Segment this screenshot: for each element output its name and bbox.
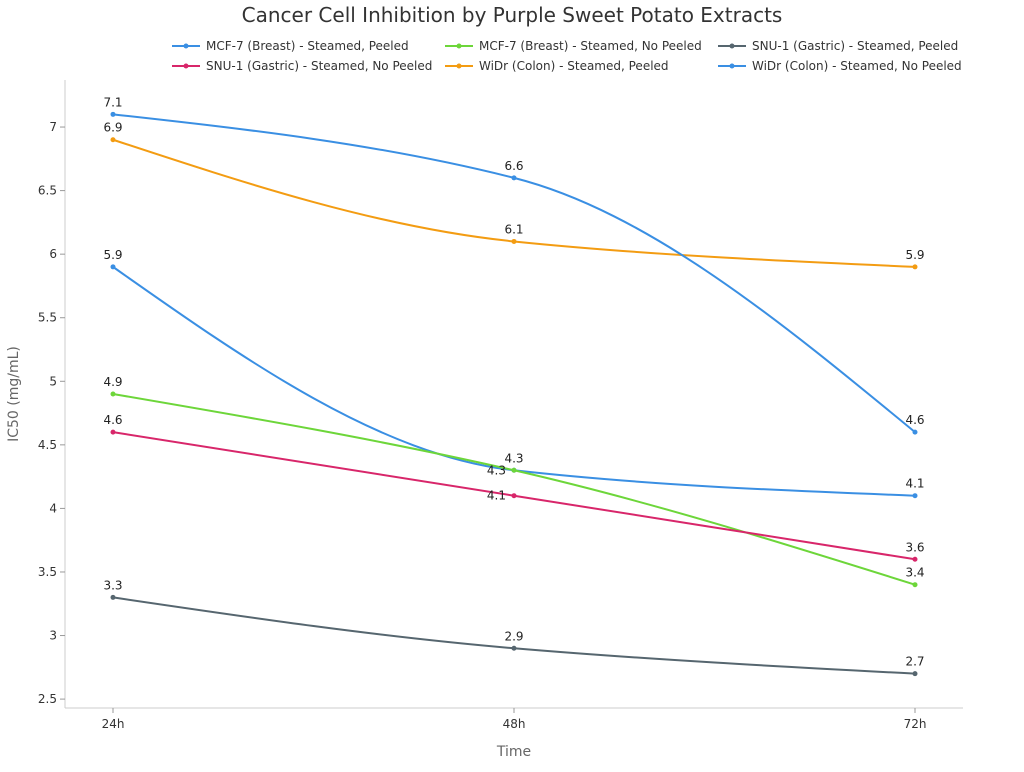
data-label: 4.6 bbox=[905, 413, 924, 427]
data-point bbox=[912, 264, 918, 270]
legend-label: SNU-1 (Gastric) - Steamed, Peeled bbox=[752, 39, 958, 53]
y-tick-label: 3 bbox=[49, 629, 57, 643]
data-point bbox=[511, 238, 517, 244]
legend-label: WiDr (Colon) - Steamed, No Peeled bbox=[752, 59, 962, 73]
series-2: 3.3 2.9 2.7 bbox=[103, 578, 925, 677]
series-1: 4.9 4.3 3.4 bbox=[103, 375, 925, 588]
y-tick-label: 5.5 bbox=[38, 311, 57, 325]
x-tick-label: 48h bbox=[503, 717, 526, 731]
series-5: 7.1 6.6 4.6 bbox=[103, 95, 925, 435]
data-point bbox=[511, 467, 517, 473]
legend-marker bbox=[729, 43, 735, 49]
x-tick-label: 24h bbox=[102, 717, 125, 731]
data-label: 7.1 bbox=[103, 95, 122, 109]
data-point bbox=[912, 429, 918, 435]
data-point bbox=[912, 671, 918, 677]
data-label: 4.3 bbox=[504, 451, 523, 465]
legend-marker bbox=[729, 63, 735, 69]
legend-item: WiDr (Colon) - Steamed, Peeled bbox=[445, 59, 669, 73]
legend-label: MCF-7 (Breast) - Steamed, No Peeled bbox=[479, 39, 702, 53]
data-point bbox=[110, 137, 116, 143]
y-tick-label: 4.5 bbox=[38, 438, 57, 452]
legend-label: WiDr (Colon) - Steamed, Peeled bbox=[479, 59, 669, 73]
data-point bbox=[110, 391, 116, 397]
data-label: 2.7 bbox=[905, 655, 924, 669]
y-axis-label: IC50 (mg/mL) bbox=[6, 346, 22, 442]
data-point bbox=[110, 264, 116, 270]
data-label: 6.9 bbox=[103, 121, 122, 135]
data-label: 4.1 bbox=[905, 477, 924, 491]
data-point bbox=[912, 582, 918, 588]
data-label: 3.4 bbox=[905, 566, 924, 580]
data-label: 5.9 bbox=[103, 248, 122, 262]
y-tick-label: 4 bbox=[49, 501, 57, 515]
data-label: 6.1 bbox=[504, 222, 523, 236]
y-tick-label: 3.5 bbox=[38, 565, 57, 579]
data-label: 4.3 bbox=[487, 463, 506, 477]
y-tick-label: 6.5 bbox=[38, 184, 57, 198]
legend-item: SNU-1 (Gastric) - Steamed, No Peeled bbox=[172, 59, 432, 73]
data-point bbox=[110, 594, 116, 600]
data-point bbox=[912, 493, 918, 499]
series-4: 6.9 6.1 5.9 bbox=[103, 121, 925, 270]
x-axis-label: Time bbox=[496, 744, 531, 760]
y-tick-label: 5 bbox=[49, 374, 57, 388]
data-label: 4.9 bbox=[103, 375, 122, 389]
y-tick-label: 6 bbox=[49, 247, 57, 261]
legend-label: MCF-7 (Breast) - Steamed, Peeled bbox=[206, 39, 409, 53]
legend-item: WiDr (Colon) - Steamed, No Peeled bbox=[718, 59, 962, 73]
chart-title: Cancer Cell Inhibition by Purple Sweet P… bbox=[242, 3, 783, 27]
legend-marker bbox=[456, 43, 462, 49]
data-label: 6.6 bbox=[504, 159, 523, 173]
series-3: 4.6 4.1 3.6 bbox=[103, 413, 925, 562]
data-point bbox=[110, 111, 116, 117]
data-point bbox=[511, 175, 517, 181]
y-tick-label: 7 bbox=[49, 120, 57, 134]
x-tick-label: 72h bbox=[904, 717, 927, 731]
y-tick-label: 2.5 bbox=[38, 692, 57, 706]
data-point bbox=[511, 493, 517, 499]
data-label: 5.9 bbox=[905, 248, 924, 262]
data-label: 3.6 bbox=[905, 540, 924, 554]
data-point bbox=[110, 429, 116, 435]
data-point bbox=[511, 645, 517, 651]
data-label: 4.6 bbox=[103, 413, 122, 427]
legend-item: MCF-7 (Breast) - Steamed, No Peeled bbox=[445, 39, 702, 53]
legend-marker bbox=[183, 63, 189, 69]
data-label: 4.1 bbox=[487, 489, 506, 503]
series-line bbox=[112, 393, 916, 586]
legend-marker bbox=[183, 43, 189, 49]
data-label: 2.9 bbox=[504, 629, 523, 643]
legend-item: MCF-7 (Breast) - Steamed, Peeled bbox=[172, 39, 409, 53]
legend-label: SNU-1 (Gastric) - Steamed, No Peeled bbox=[206, 59, 432, 73]
series-0: 5.9 4.3 4.1 bbox=[103, 248, 925, 499]
data-label: 3.3 bbox=[103, 578, 122, 592]
legend-marker bbox=[456, 63, 462, 69]
data-point bbox=[912, 556, 918, 562]
legend-item: SNU-1 (Gastric) - Steamed, Peeled bbox=[718, 39, 958, 53]
